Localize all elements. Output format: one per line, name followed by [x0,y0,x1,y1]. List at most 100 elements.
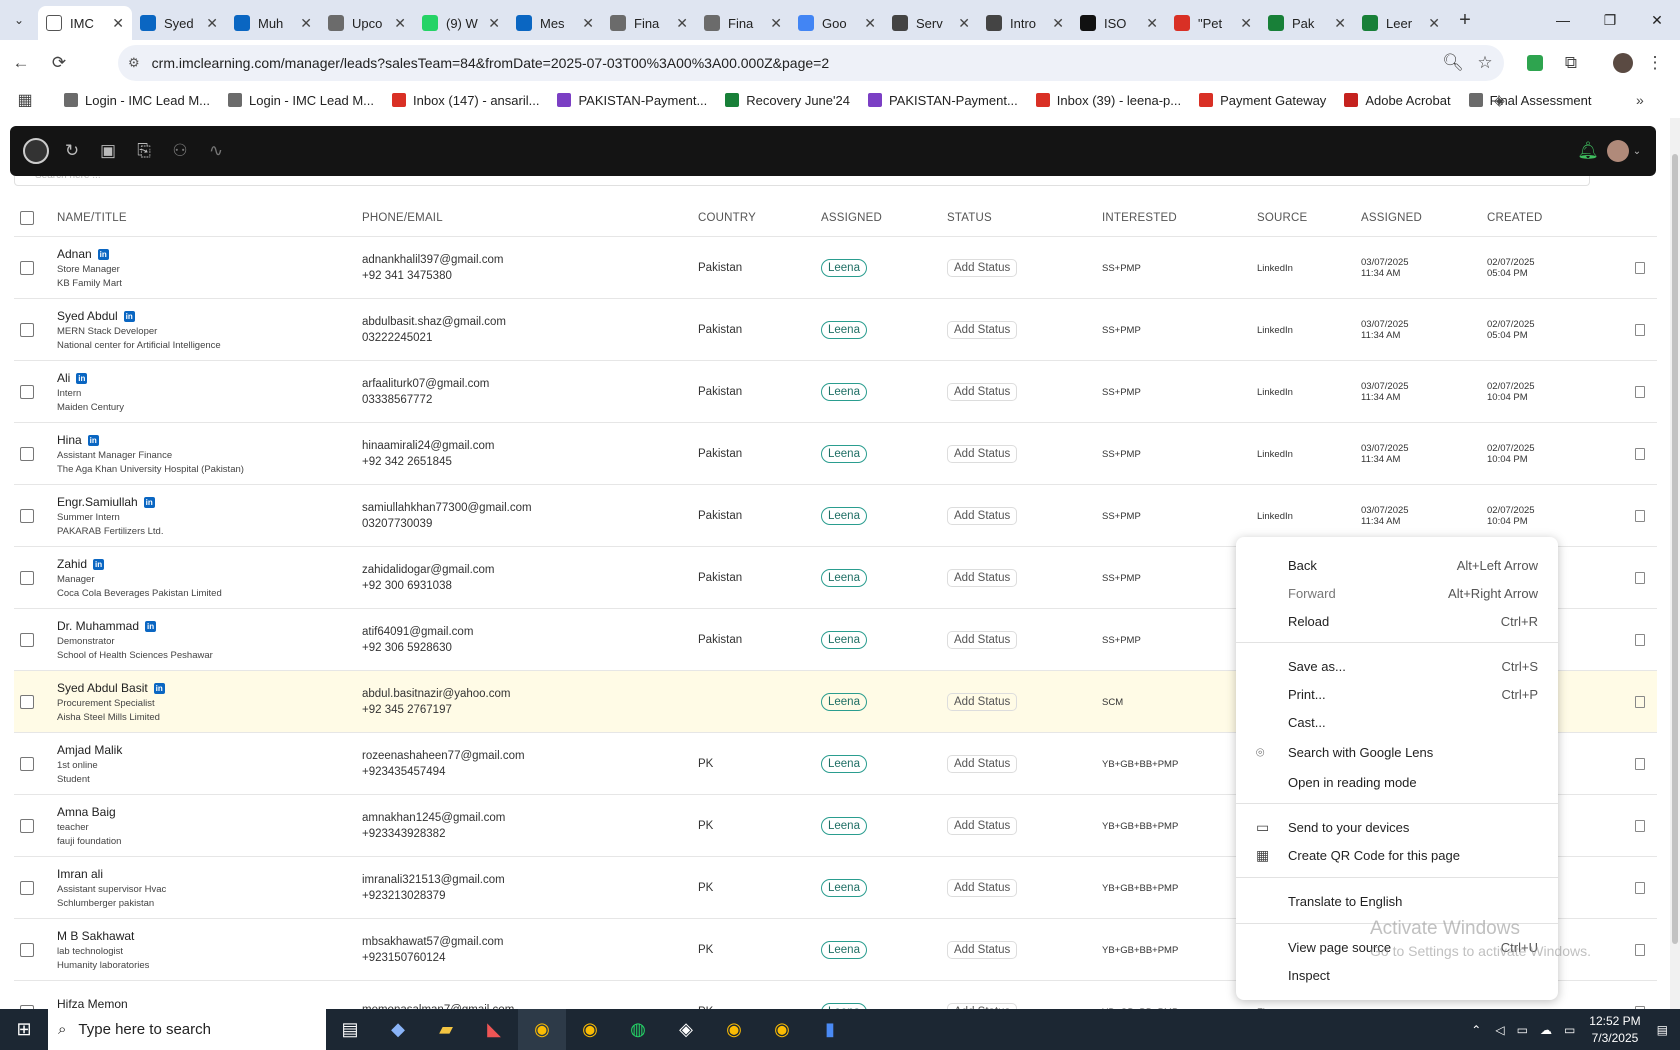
document-icon[interactable] [1635,324,1645,336]
chrome-icon[interactable]: ◉ [582,1019,598,1039]
document-icon[interactable] [1635,510,1645,522]
row-checkbox[interactable] [20,695,34,709]
menu-item-forward[interactable]: Forward Alt+Right Arrow [1288,585,1538,601]
chrome-icon[interactable]: ◉ [518,1009,566,1050]
document-icon[interactable] [1635,758,1645,770]
browser-tab[interactable]: Fina ✕ [602,6,696,40]
linkedin-icon[interactable]: in [87,434,99,446]
notification-icon[interactable]: ▤ [1656,1022,1668,1037]
lead-name[interactable]: Engr.Samiullah in [57,495,163,509]
select-all-checkbox[interactable] [20,211,34,225]
browser-menu-icon[interactable]: ⋮ [1646,53,1664,72]
browser-tab[interactable]: (9) W ✕ [414,6,508,40]
add-status-button[interactable]: Add Status [947,941,1018,959]
assigned-badge[interactable]: Leena [821,383,867,401]
chrome-icon[interactable]: ◉ [726,1019,742,1039]
linkedin-icon[interactable]: in [93,558,105,570]
tab-close-icon[interactable]: ✕ [112,14,124,31]
apps-grid-icon[interactable]: ▦ [17,92,33,109]
browser-tab[interactable]: Goo ✕ [790,6,884,40]
menu-item-inspect[interactable]: Inspect [1288,967,1330,983]
add-status-button[interactable]: Add Status [947,1003,1018,1009]
bookmark-star-icon[interactable]: ☆ [1477,53,1493,72]
tab-close-icon[interactable]: ✕ [206,14,218,31]
table-row[interactable]: Adnan in Store Manager KB Family Mart adnank… [14,236,1657,298]
volume-icon[interactable]: ◁ [1495,1022,1505,1037]
linkedin-icon[interactable]: in [143,496,155,508]
start-button[interactable]: ⊞ [16,1019,32,1039]
menu-item-back[interactable]: Back Alt+Left Arrow [1288,557,1538,573]
menu-item-save-as[interactable]: Save as... Ctrl+S [1288,658,1538,674]
network-icon[interactable]: ▭ [1516,1022,1528,1037]
col-source[interactable]: SOURCE [1257,212,1308,224]
tab-close-icon[interactable]: ✕ [770,14,782,31]
add-status-button[interactable]: Add Status [947,507,1018,525]
document-icon[interactable] [1635,634,1645,646]
add-status-button[interactable]: Add Status [947,321,1018,339]
menu-item-view-source[interactable]: View page source Ctrl+U [1288,939,1538,955]
imc-logo[interactable] [18,133,54,169]
word-icon[interactable]: ▮ [825,1019,835,1039]
menu-item-reload[interactable]: Reload Ctrl+R [1288,613,1538,629]
add-status-button[interactable]: Add Status [947,383,1018,401]
col-created[interactable]: CREATED [1487,212,1543,224]
row-checkbox[interactable] [20,943,34,957]
whatsapp-icon[interactable]: ◍ [630,1019,646,1039]
document-icon[interactable] [1635,572,1645,584]
document-icon[interactable] [1635,386,1645,398]
table-row[interactable]: Hina in Assistant Manager Finance The Aga K… [14,422,1657,484]
lead-name[interactable]: Syed Abdul Basit in [57,681,165,695]
table-row[interactable]: Ali in Intern Maiden Century arfaaliturk07@g… [14,360,1657,422]
browser-tab[interactable]: Muh ✕ [226,6,320,40]
lead-name[interactable]: Zahid in [57,557,222,571]
row-checkbox[interactable] [20,261,34,275]
clock[interactable]: 12:52 PM 7/3/2025 [1589,1013,1640,1047]
add-status-button[interactable]: Add Status [947,445,1018,463]
assigned-badge[interactable]: Leena [821,941,867,959]
table-row[interactable]: Dr. Muhammad in Demonstrator School of Heal… [14,608,1657,670]
table-row[interactable]: Engr.Samiullah in Summer Intern PAKARAB Fer… [14,484,1657,546]
bookmark-item[interactable]: Final Assessment [1468,93,1591,108]
browser-tab[interactable]: Syed ✕ [132,6,226,40]
bookmark-item[interactable]: Login - IMC Lead M... [228,93,374,108]
row-checkbox[interactable] [20,571,34,585]
back-button[interactable]: ← [12,53,30,72]
table-row[interactable]: Hifza MemonQuality Enhancement Cell memon… [14,980,1657,1009]
taskbar-search[interactable]: ⌕ Type here to search [48,1009,326,1050]
bookmark-item[interactable]: Login - IMC Lead M... [64,93,210,108]
lead-name[interactable]: Dr. Muhammad in [57,619,213,633]
tab-search-menu-button[interactable]: ⌄ [13,13,25,27]
add-status-button[interactable]: Add Status [947,259,1018,277]
weather-icon[interactable]: ☁ [1539,1022,1552,1037]
minimize-button[interactable]: — [1556,12,1570,28]
row-checkbox[interactable] [20,323,34,337]
tab-close-icon[interactable]: ✕ [1052,14,1064,31]
document-export-icon[interactable]: ⎘ [137,141,151,160]
extension-green-icon[interactable] [1518,46,1552,80]
reload-button[interactable]: ⟳ [51,53,67,72]
add-status-button[interactable]: Add Status [947,569,1018,587]
assigned-badge[interactable]: Leena [821,569,867,587]
assigned-badge[interactable]: Leena [821,817,867,835]
browser-tab[interactable]: IMC ✕ [38,6,132,40]
chrome-icon[interactable]: ◉ [774,1019,790,1039]
document-icon[interactable] [1635,1006,1645,1009]
document-icon[interactable] [1635,262,1645,274]
more-bookmarks-icon[interactable]: » [1636,92,1644,108]
menu-item-cast[interactable]: Cast... [1288,714,1326,730]
add-status-button[interactable]: Add Status [947,817,1018,835]
restore-button[interactable]: ❐ [1603,11,1617,28]
lead-name[interactable]: M B Sakhawat [57,929,149,943]
notification-bell-icon[interactable]: 🔔︎ [1577,141,1599,160]
lead-name[interactable]: Ali in [57,371,124,385]
page-scrollbar[interactable] [1670,118,1680,1009]
col-assigned-date[interactable]: ASSIGNED [1361,212,1423,224]
chevron-up-icon[interactable]: ⌃ [1471,1022,1482,1037]
scrollbar-thumb[interactable] [1672,154,1678,944]
document-icon[interactable] [1635,820,1645,832]
col-phone-email[interactable]: PHONE/EMAIL [362,212,443,224]
assigned-badge[interactable]: Leena [821,321,867,339]
col-status[interactable]: STATUS [947,212,992,224]
bookmark-item[interactable]: Inbox (147) - ansaril... [392,93,539,108]
display-icon[interactable]: ▭ [1563,1022,1576,1037]
